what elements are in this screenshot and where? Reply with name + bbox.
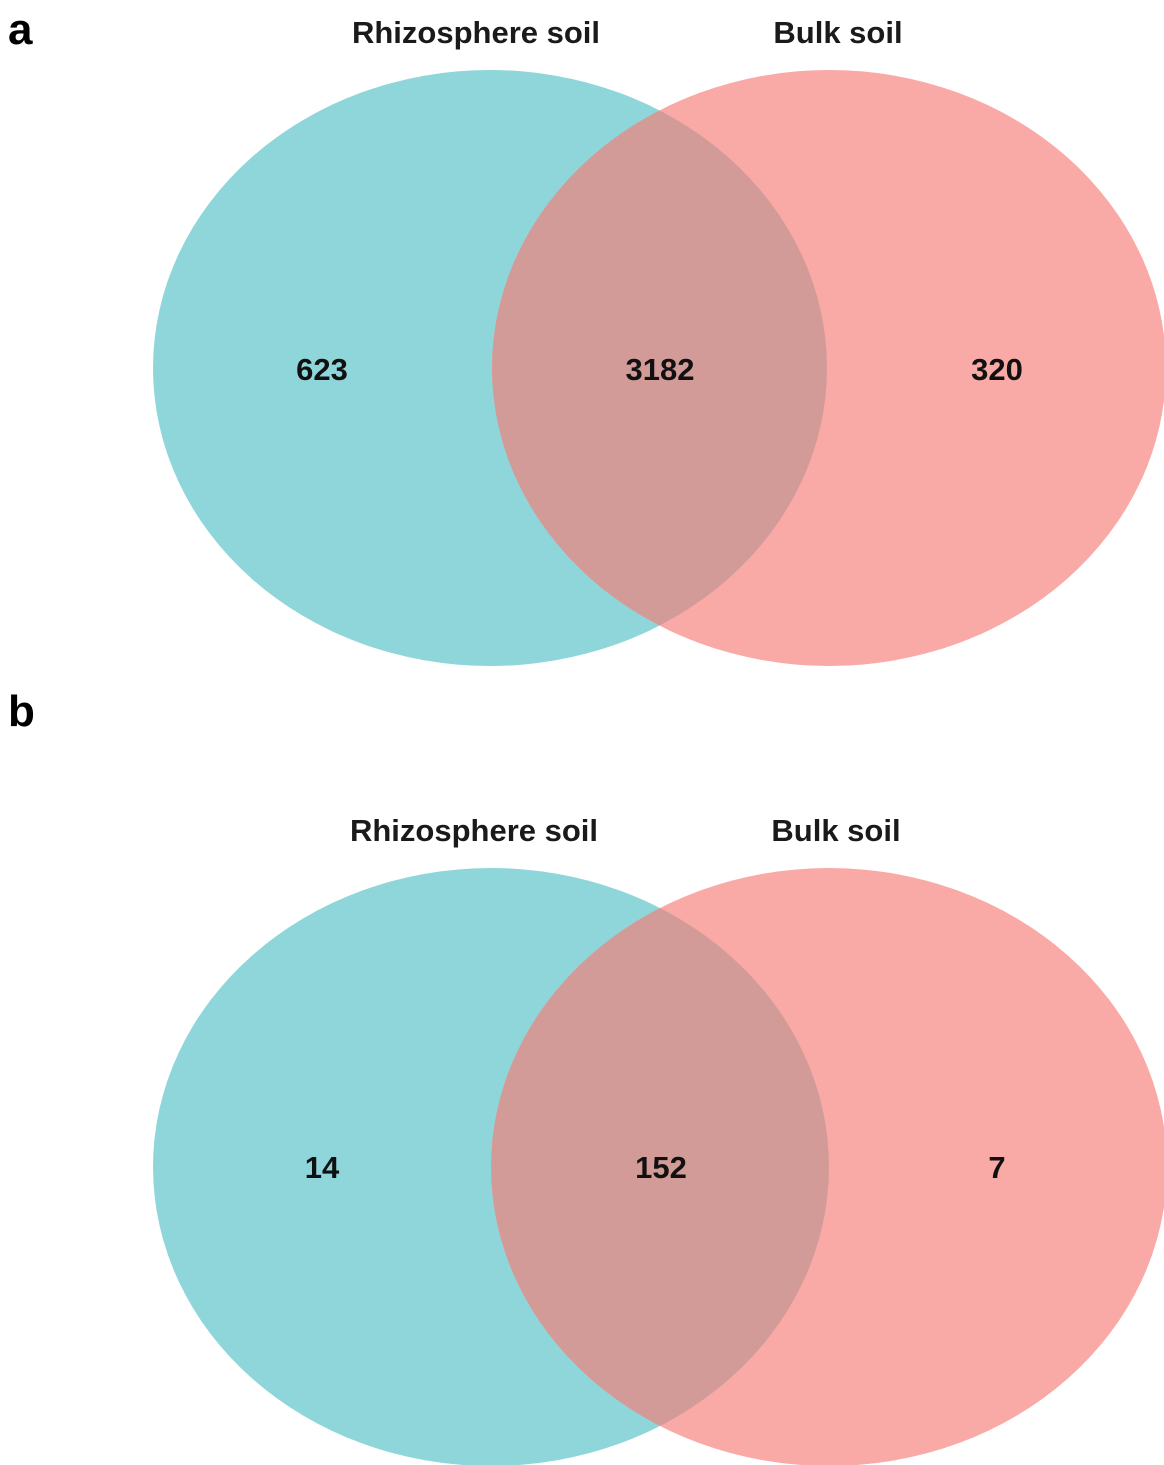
panel-a: a Rhizosphere soil Bulk soil 623 3182 32… [0,0,1164,700]
set-label-bulk: Bulk soil [773,15,902,50]
count-bulk-only: 7 [988,1150,1005,1185]
overlap-region [492,70,827,666]
overlap-region [491,868,829,1465]
count-shared: 152 [635,1150,687,1185]
panel-letter: a [8,5,33,54]
count-bulk-only: 320 [971,352,1023,387]
panel-b: b Rhizosphere soil Bulk soil 14 152 7 [0,690,1164,1465]
panel-letter: b [8,687,35,736]
set-label-rhizosphere: Rhizosphere soil [352,15,600,50]
venn-diagram: Rhizosphere soil Bulk soil 14 152 7 [153,813,1164,1465]
set-label-rhizosphere: Rhizosphere soil [350,813,598,848]
count-rhizosphere-only: 623 [296,352,348,387]
count-shared: 3182 [626,352,695,387]
set-label-bulk: Bulk soil [771,813,900,848]
venn-diagram: Rhizosphere soil Bulk soil 623 3182 320 [153,15,1164,666]
count-rhizosphere-only: 14 [305,1150,340,1185]
